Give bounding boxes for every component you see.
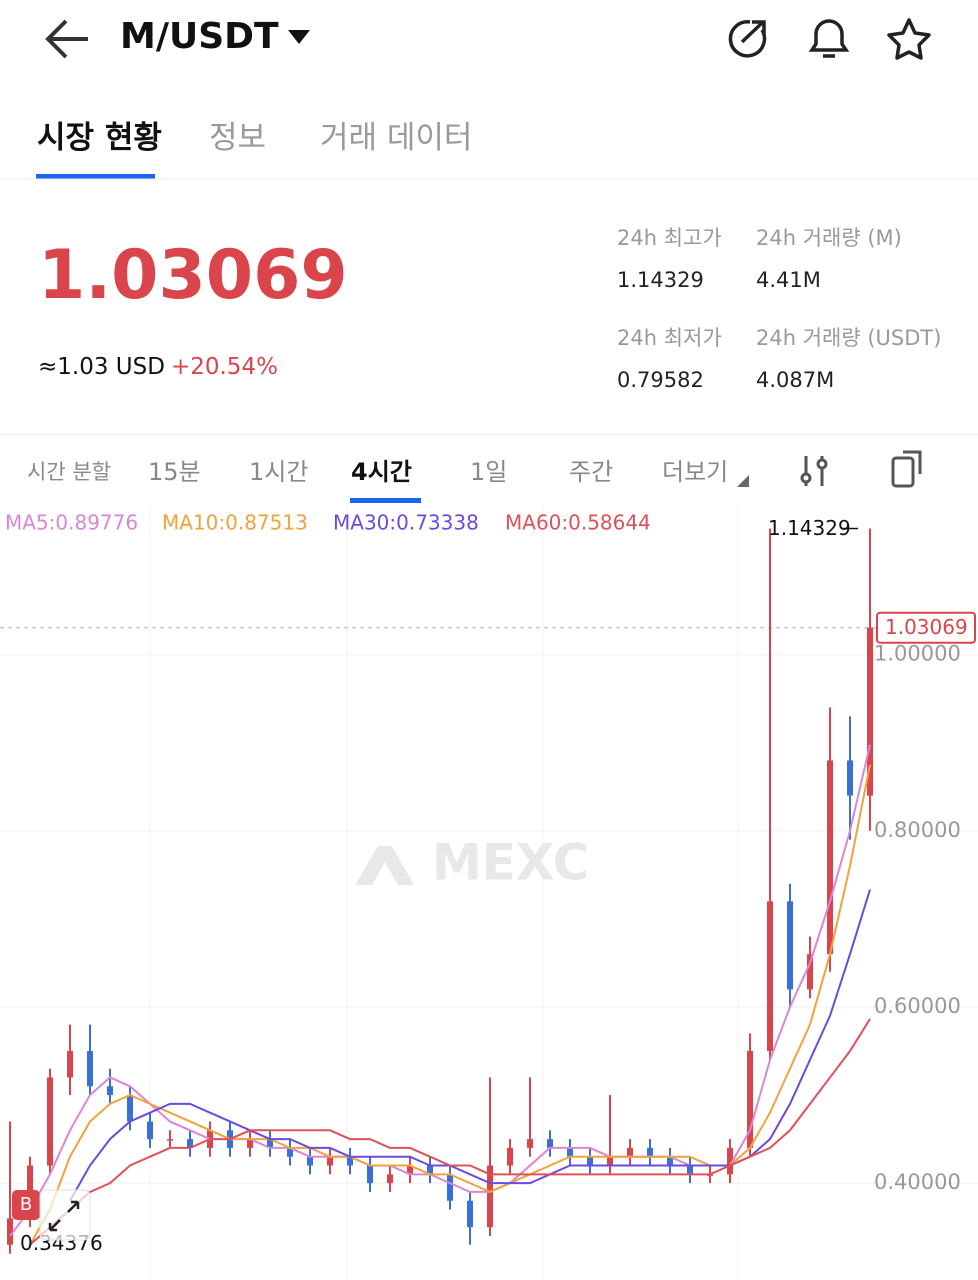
interval-icons — [350, 450, 922, 503]
candle-body — [587, 1156, 593, 1166]
candle-body — [647, 1147, 653, 1157]
candle-body — [267, 1139, 273, 1148]
stat-value: 0.79582 — [617, 368, 704, 392]
stat-label: 24h 최저가 — [617, 326, 722, 350]
watermark-group: MEXC — [355, 834, 589, 892]
y-tick-label: 1.00000 — [874, 642, 961, 666]
bell-icon[interactable] — [808, 19, 850, 58]
candle-body — [7, 1218, 13, 1245]
candle-body — [547, 1139, 553, 1148]
tab-underline — [36, 174, 155, 179]
tab[interactable]: 정보 — [209, 120, 267, 156]
interval[interactable]: 4시간 — [351, 458, 412, 486]
legend-entry: MA5:0.89776 — [5, 511, 138, 535]
candle-body — [47, 1077, 53, 1166]
watermark-logo — [355, 846, 414, 885]
candle-body — [787, 901, 793, 990]
candle-body — [727, 1147, 733, 1175]
candle-body — [807, 954, 813, 990]
share-icon[interactable] — [728, 20, 767, 58]
price-tag — [876, 611, 976, 644]
high-label: 1.14329 — [768, 516, 851, 540]
candle-body — [867, 627, 873, 796]
usd-row: ≈1.03 USD +20.54% — [38, 354, 278, 380]
stat-label: 24h 최고가 — [617, 226, 722, 250]
candle-body — [287, 1147, 293, 1157]
candle-body — [327, 1156, 333, 1166]
candle-body — [447, 1174, 453, 1201]
candle-body — [167, 1139, 173, 1141]
candle-body — [147, 1121, 153, 1140]
trade-marker — [12, 1190, 40, 1220]
stat-label: 24h 거래량 (USDT) — [756, 326, 942, 350]
stat-value: 4.41M — [756, 268, 821, 292]
stat-label: 24h 거래량 (M) — [756, 226, 902, 250]
usd-price: ≈1.03 — [38, 354, 109, 380]
candle-body — [307, 1156, 313, 1166]
candle-body — [387, 1174, 393, 1184]
candle-body — [347, 1156, 353, 1166]
candle-body — [687, 1165, 693, 1175]
more-arrow[interactable] — [737, 475, 749, 487]
candle-body — [67, 1051, 73, 1078]
candle-body — [467, 1200, 473, 1228]
watermark: MEXC — [432, 834, 589, 892]
interval[interactable]: 시간 분할 — [27, 460, 111, 484]
legend-entry: MA60:0.58644 — [505, 511, 651, 535]
candle-body — [127, 1095, 133, 1122]
interval[interactable]: 1일 — [470, 458, 508, 486]
interval[interactable]: 주간 — [569, 458, 614, 486]
candle-body — [527, 1139, 533, 1148]
last-price: 1.03069 — [38, 236, 348, 315]
candle-body — [367, 1165, 373, 1184]
candle-body — [607, 1156, 613, 1166]
price-change: +20.54% — [170, 354, 278, 380]
ma-line — [29, 1018, 871, 1246]
candle-body — [427, 1165, 433, 1175]
candle-body — [407, 1165, 413, 1175]
interval-underline — [350, 498, 421, 503]
interval[interactable]: 1시간 — [249, 458, 309, 486]
layout-icon[interactable] — [891, 450, 922, 488]
favorite-icon[interactable] — [887, 18, 931, 60]
candle-body — [627, 1147, 633, 1157]
legend-entry: MA10:0.87513 — [162, 511, 308, 535]
pair-title[interactable]: M/USDT — [120, 16, 279, 57]
indicator-icon[interactable] — [800, 456, 828, 486]
stat-value: 4.087M — [756, 368, 835, 392]
candle-body — [827, 760, 833, 955]
candle-body — [567, 1147, 573, 1157]
y-tick-label: 0.40000 — [874, 1170, 961, 1194]
stat-value: 1.14329 — [617, 268, 704, 292]
y-tick-label: 0.60000 — [874, 994, 961, 1018]
candle-body — [747, 1051, 753, 1148]
tab[interactable]: 시장 현황 — [37, 120, 162, 156]
candle-body — [767, 901, 773, 1052]
expand-icon — [48, 1200, 80, 1232]
candle-body — [487, 1165, 493, 1228]
header-icons — [0, 18, 978, 180]
usd-unit: USD — [115, 354, 165, 380]
tab[interactable]: 거래 데이터 — [320, 120, 473, 156]
legend-entry: MA30:0.73338 — [333, 511, 479, 535]
expand-button[interactable] — [39, 1189, 91, 1241]
candle-body — [87, 1051, 93, 1087]
trade-marker-label: B — [20, 1194, 32, 1215]
candle-body — [187, 1139, 193, 1148]
candle-body — [247, 1139, 253, 1148]
price-tag-label: 1.03069 — [885, 615, 968, 639]
pair-dropdown[interactable] — [288, 30, 310, 44]
interval[interactable]: 더보기 — [662, 458, 729, 486]
candle-body — [107, 1086, 113, 1096]
candle-body — [667, 1156, 673, 1166]
candle-body — [507, 1147, 513, 1166]
back-button[interactable] — [45, 19, 88, 59]
y-tick-label: 0.80000 — [874, 818, 961, 842]
candle-body — [847, 760, 853, 796]
interval[interactable]: 15분 — [148, 458, 201, 486]
divider — [0, 434, 978, 435]
